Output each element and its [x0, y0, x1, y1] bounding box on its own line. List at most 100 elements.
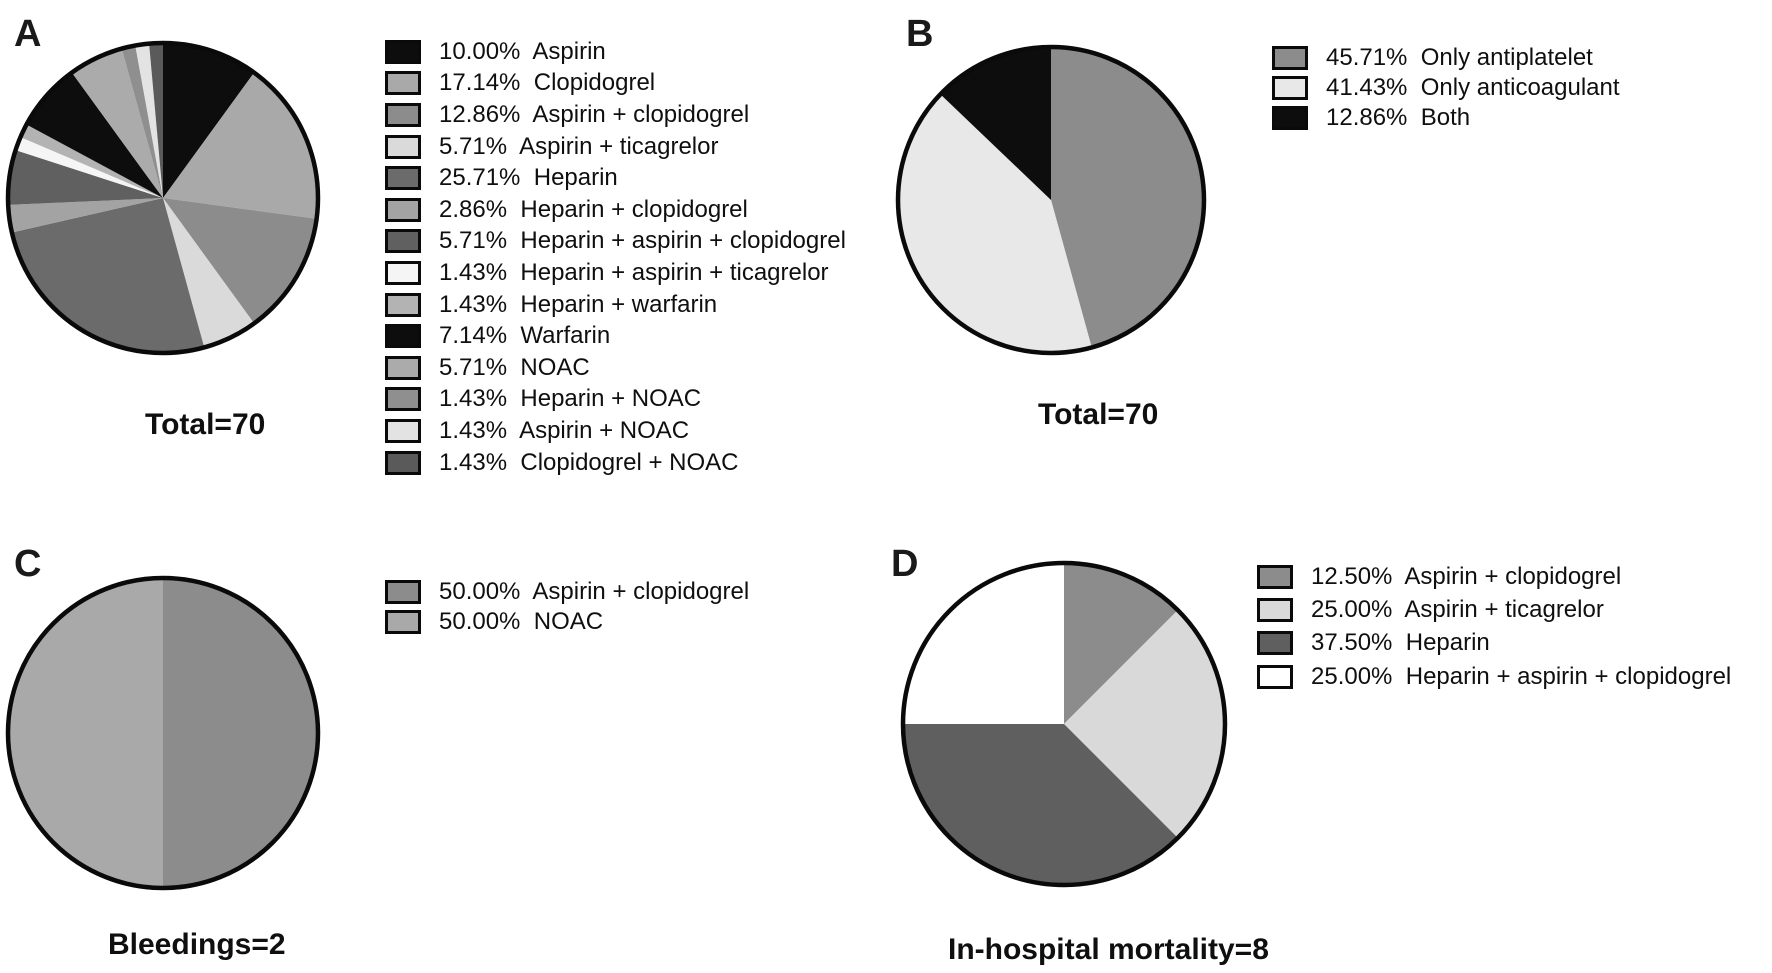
legend-a: 10.00% Aspirin 17.14% Clopidogrel 12.86% A… [385, 36, 846, 478]
pie-slice-aspirin-clopidogrel [163, 578, 318, 888]
pie-slice-heparin-aspirin-clopidogrel [7, 150, 163, 205]
legend-swatch-icon [1272, 106, 1308, 130]
legend-item-label: 5.71% Aspirin + ticagrelor [439, 132, 719, 160]
legend-item: 5.71% NOAC [385, 352, 846, 384]
pie-slice-aspirin-ticagrelor [163, 198, 255, 348]
legend-item-label: 5.71% Heparin + aspirin + clopidogrel [439, 227, 846, 255]
legend-swatch-icon [385, 387, 421, 412]
pie-slice-clopidogrel [163, 72, 318, 219]
legend-item: 50.00% Aspirin + clopidogrel [385, 577, 749, 607]
pie-c-bleedings-label: Bleedings=2 [108, 928, 286, 961]
legend-swatch-icon [385, 610, 421, 634]
legend-swatch-icon [385, 71, 421, 96]
pie-chart-a [5, 40, 321, 356]
pie-slice-aspirin [163, 43, 255, 198]
legend-item-label: 10.00% Aspirin [439, 37, 606, 65]
legend-swatch-icon [385, 166, 421, 191]
legend-item: 37.50% Heparin [1257, 627, 1731, 660]
pie-slice-heparin [11, 198, 205, 353]
pie-slice-heparin-warfarin [20, 124, 163, 198]
legend-item-label: 1.43% Heparin + NOAC [439, 385, 702, 413]
pie-a-total-label: Total=70 [145, 408, 266, 441]
legend-item: 1.43% Heparin + warfarin [385, 289, 846, 321]
legend-item-label: 12.86% Aspirin + clopidogrel [439, 100, 750, 128]
pie-slice-both [940, 47, 1051, 200]
legend-item-label: 7.14% Warfarin [439, 322, 611, 350]
legend-item-label: 5.71% NOAC [439, 353, 590, 381]
legend-item: 1.43% Aspirin + NOAC [385, 415, 846, 447]
legend-swatch-icon [385, 418, 421, 443]
legend-item: 10.00% Aspirin [385, 36, 846, 68]
legend-c: 50.00% Aspirin + clopidogrel 50.00% NOAC [385, 577, 749, 637]
legend-item: 25.00% Aspirin + ticagrelor [1257, 593, 1731, 626]
legend-item: 50.00% NOAC [385, 607, 749, 637]
legend-item: 41.43% Only anticoagulant [1272, 73, 1620, 103]
pie-slice-noac [71, 48, 163, 198]
legend-item-label: 25.00% Heparin + aspirin + clopidogrel [1311, 662, 1732, 690]
pie-chart-c [5, 575, 321, 891]
pie-slice-aspirin-noac [135, 43, 163, 198]
legend-swatch-icon [1272, 46, 1308, 70]
panel-c-label: C [14, 543, 42, 585]
legend-d: 12.50% Aspirin + clopidogrel 25.00% Aspir… [1257, 560, 1731, 694]
legend-swatch-icon [385, 39, 421, 64]
panel-a-label: A [14, 13, 42, 55]
legend-item-label: 45.71% Only antiplatelet [1326, 44, 1593, 71]
legend-item: 1.43% Heparin + NOAC [385, 384, 846, 416]
pie-outline [895, 44, 1207, 356]
pie-chart-b [895, 44, 1207, 356]
legend-item: 1.43% Clopidogrel + NOAC [385, 447, 846, 479]
legend-item-label: 2.86% Heparin + clopidogrel [439, 195, 748, 223]
legend-item: 45.71% Only antiplatelet [1272, 43, 1620, 73]
legend-item: 2.86% Heparin + clopidogrel [385, 194, 846, 226]
pie-slice-only-antiplatelet [1051, 47, 1204, 348]
legend-swatch-icon [385, 197, 421, 222]
legend-item-label: 1.43% Heparin + aspirin + ticagrelor [439, 258, 829, 286]
legend-swatch-icon [1257, 564, 1293, 589]
legend-item: 25.00% Heparin + aspirin + clopidogrel [1257, 660, 1731, 693]
legend-swatch-icon [385, 450, 421, 475]
legend-item: 17.14% Clopidogrel [385, 68, 846, 100]
legend-item: 12.86% Aspirin + clopidogrel [385, 99, 846, 131]
legend-swatch-icon [385, 260, 421, 285]
legend-item: 12.86% Both [1272, 103, 1620, 133]
legend-item: 25.71% Heparin [385, 162, 846, 194]
pie-outline [5, 40, 321, 356]
legend-item-label: 17.14% Clopidogrel [439, 69, 656, 97]
legend-swatch-icon [385, 292, 421, 317]
pie-slice-heparin-noac [121, 45, 163, 198]
pie-slice-only-anticoagulant [898, 94, 1092, 354]
legend-swatch-icon [385, 102, 421, 127]
legend-swatch-icon [1257, 631, 1293, 656]
pie-slice-heparin [903, 724, 1178, 885]
panel-b-label: B [906, 13, 934, 55]
legend-swatch-icon [385, 355, 421, 380]
legend-item-label: 1.43% Aspirin + NOAC [439, 416, 690, 444]
legend-item-label: 25.00% Aspirin + ticagrelor [1311, 596, 1604, 624]
pie-b-total-label: Total=70 [1038, 398, 1159, 431]
legend-item-label: 50.00% NOAC [439, 608, 604, 635]
legend-item: 5.71% Heparin + aspirin + clopidogrel [385, 226, 846, 258]
legend-item-label: 12.50% Aspirin + clopidogrel [1311, 562, 1622, 590]
legend-swatch-icon [1257, 598, 1293, 623]
pie-outline [5, 575, 321, 891]
legend-item: 1.43% Heparin + aspirin + ticagrelor [385, 257, 846, 289]
pie-outline [900, 560, 1228, 888]
panel-d-label: D [891, 543, 919, 585]
legend-item: 12.50% Aspirin + clopidogrel [1257, 560, 1731, 593]
pie-slice-heparin-aspirin-clopidogrel [903, 563, 1064, 724]
legend-item-label: 37.50% Heparin [1311, 629, 1490, 657]
legend-item-label: 25.71% Heparin [439, 164, 618, 192]
pie-slice-heparin-aspirin-ticagrelor [15, 137, 164, 198]
pie-slice-warfarin [26, 72, 163, 198]
legend-item-label: 50.00% Aspirin + clopidogrel [439, 578, 750, 605]
pie-slice-aspirin-clopidogrel [1064, 563, 1178, 724]
legend-swatch-icon [385, 580, 421, 604]
pie-d-mortality-label: In-hospital mortality=8 [948, 933, 1269, 966]
legend-item-label: 1.43% Heparin + warfarin [439, 290, 718, 318]
legend-item: 5.71% Aspirin + ticagrelor [385, 131, 846, 163]
legend-swatch-icon [1257, 664, 1293, 689]
legend-swatch-icon [385, 324, 421, 349]
legend-item-label: 41.43% Only anticoagulant [1326, 74, 1620, 101]
legend-swatch-icon [385, 229, 421, 254]
